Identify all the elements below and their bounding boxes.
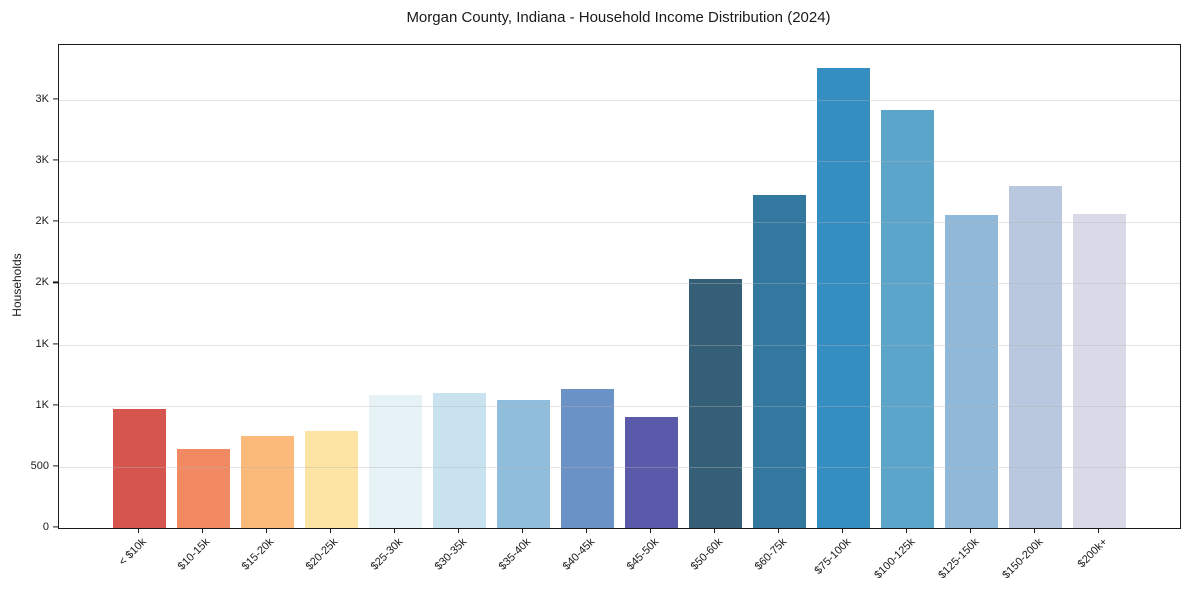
y-tick-mark (53, 159, 58, 161)
x-tick-label: $200k+ (1075, 536, 1110, 571)
x-tick-label: $40-45k (560, 536, 597, 573)
bar-$50-60k (689, 278, 743, 528)
x-tick-mark (393, 528, 395, 533)
gridline (59, 466, 1180, 468)
gridline (59, 161, 1180, 163)
x-tick-mark (457, 528, 459, 533)
x-tick-label: $25-30k (368, 536, 405, 573)
x-tick-mark (585, 528, 588, 533)
gridline (59, 100, 1180, 101)
bar-$60-75k (753, 195, 807, 528)
y-tick-mark (53, 281, 58, 283)
bar-$150-200k (1009, 185, 1063, 528)
chart-title: Morgan County, Indiana - Household Incom… (406, 9, 831, 26)
y-tick-label: 500 (30, 459, 49, 472)
bar-$200k+ (1073, 213, 1127, 528)
bar-$15-20k (240, 435, 294, 528)
x-tick-label: $10-15k (176, 536, 213, 573)
y-tick-label: 2K (35, 276, 49, 289)
y-tick-mark (53, 526, 58, 528)
x-tick-label: $30-35k (432, 536, 469, 573)
bar-$40-45k (560, 389, 614, 528)
x-tick-mark (970, 528, 972, 533)
bar-$75-100k (817, 68, 871, 528)
gridline (59, 222, 1180, 224)
x-tick-mark (906, 528, 908, 533)
y-tick-mark (53, 343, 58, 345)
x-tick-mark (329, 528, 331, 533)
y-tick-label: 2K (35, 215, 49, 228)
x-tick-mark (201, 528, 203, 533)
x-tick-label: $125-150k (936, 536, 982, 582)
x-tick-label: $35-40k (496, 536, 533, 573)
y-tick-label: 3K (35, 93, 49, 105)
x-tick-mark (1098, 528, 1100, 533)
y-tick-label: 1K (35, 398, 49, 411)
y-tick-mark (53, 98, 58, 100)
gridline (59, 283, 1180, 285)
gridline (59, 344, 1180, 346)
y-tick-mark (53, 404, 58, 406)
bar-< $10k (112, 408, 166, 528)
x-tick-mark (649, 528, 652, 533)
bar-$35-40k (496, 399, 550, 528)
y-tick-mark (53, 465, 58, 467)
x-tick-label: $20-25k (304, 536, 341, 573)
x-tick-mark (1034, 528, 1036, 533)
y-tick-mark (53, 220, 58, 222)
bar-$20-25k (304, 431, 358, 528)
x-tick-mark (714, 528, 716, 533)
x-tick-label: $75-100k (812, 536, 854, 577)
x-tick-label: $100-125k (871, 536, 918, 582)
x-tick-mark (137, 528, 139, 533)
x-tick-mark (521, 528, 523, 533)
x-tick-mark (778, 528, 780, 533)
y-tick-label: 3K (35, 154, 49, 167)
y-tick-label: 1K (35, 337, 49, 350)
plot-area (58, 44, 1181, 529)
x-tick-label: $150-200k (1000, 536, 1046, 582)
bar-$125-150k (945, 215, 999, 528)
bar-$30-35k (432, 392, 486, 528)
bar-$25-30k (368, 394, 422, 528)
bar-$45-50k (625, 417, 679, 528)
gridline (59, 405, 1180, 407)
x-tick-label: $45-50k (624, 536, 662, 573)
x-tick-label: $15-20k (240, 536, 277, 573)
x-tick-label: $50-60k (688, 536, 726, 573)
x-tick-mark (842, 528, 844, 533)
bar-$100-125k (881, 110, 935, 528)
bar-$10-15k (176, 448, 230, 528)
x-tick-label: $60-75k (752, 536, 790, 573)
x-tick-label: < $10k (116, 536, 149, 569)
y-tick-label: 0 (42, 521, 49, 533)
x-tick-mark (265, 528, 267, 533)
